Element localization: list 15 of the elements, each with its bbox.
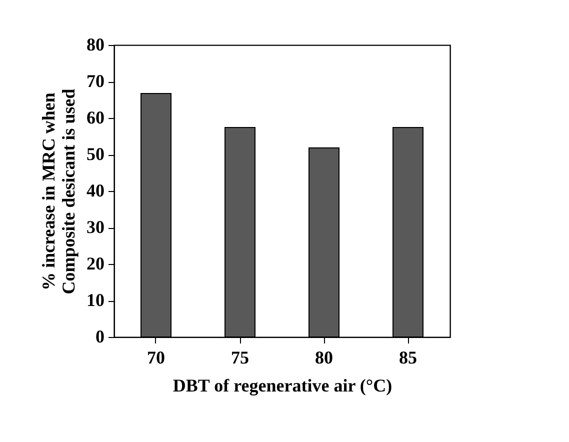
x-axis-title: DBT of regenerative air (°C) [172,376,392,396]
y-tick-label: 70 [86,71,104,91]
x-tick-label: 85 [399,348,417,368]
y-tick-label: 20 [86,254,104,274]
y-tick-label: 80 [86,34,104,54]
y-tick-label: 50 [86,144,104,164]
y-tick-label: 30 [86,217,104,237]
y-axis-title: % increase in MRC when Composite desicant is used [38,88,78,294]
y-tick-label: 10 [86,290,104,310]
x-tick-label: 70 [147,348,165,368]
y-tick-label: 40 [86,180,104,200]
x-tick-label: 75 [231,348,249,368]
x-tick-label: 80 [315,348,333,368]
y-tick-label: 0 [96,326,104,346]
y-tick-label: 60 [86,108,104,128]
